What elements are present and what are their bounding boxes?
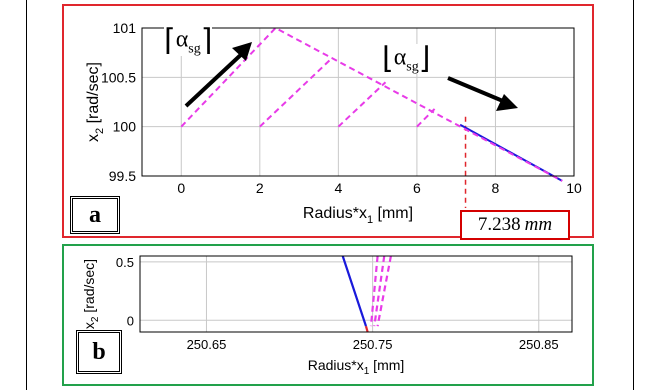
series-line-3 — [376, 255, 392, 327]
x-ticks-a: 0 2 4 6 8 10 — [177, 180, 582, 196]
y-tick-label: 101 — [113, 20, 137, 36]
series-line-1 — [369, 255, 379, 327]
plot-area-a — [141, 27, 575, 177]
series-line-4 — [416, 108, 436, 128]
panel-a-label: a — [70, 196, 120, 234]
y-tick-label: 100.5 — [101, 69, 136, 85]
chart-b: 250.65 250.75 250.85 00.5 Radius*x1 [mm] x… — [81, 255, 573, 377]
series-line-2 — [259, 56, 334, 128]
y-ticks-a: 99.5 100 100.5 101 — [101, 20, 136, 184]
panel-b: 250.65 250.75 250.85 0 0.5 Radius*x1 [mm] x… — [62, 244, 594, 386]
x-tick-label: 250.65 — [187, 337, 227, 352]
radius-callout: 7.238 mm — [460, 210, 570, 240]
x-tick-label: 6 — [413, 180, 421, 196]
y-ticks-b: 00.5 — [116, 255, 134, 328]
series-line-3 — [337, 81, 387, 128]
arrow-down-right — [447, 76, 511, 106]
y-tick-label: 99.5 — [109, 168, 136, 184]
x-tick-label: 250.85 — [519, 337, 559, 352]
alpha-sg-annotation-2: ⌊αsg⌋ — [382, 42, 431, 75]
x-tick-label: 10 — [566, 180, 582, 196]
panel-a: 0 2 4 6 8 10 99.5 100 100.5 101 Radius*x1 [mm] x… — [62, 4, 594, 240]
y-tick-label: 0.5 — [116, 255, 134, 270]
series-b — [341, 255, 392, 333]
y-axis-label-a: x2 [rad/sec] — [85, 62, 106, 142]
x-tick-label: 4 — [334, 180, 342, 196]
y-axis-label-b: x2 [rad/sec] — [81, 259, 101, 329]
x-axis-label-b: Radius*x1 [mm] — [308, 357, 405, 377]
x-tick-label: 0 — [177, 180, 185, 196]
y-tick-label: 100 — [113, 119, 137, 135]
right-border-line — [633, 0, 634, 390]
arrow-down-right-head — [496, 94, 518, 111]
x-tick-label: 2 — [256, 180, 264, 196]
arrows-a — [184, 42, 518, 111]
plot-area-b — [139, 255, 573, 333]
series-line-0 — [341, 255, 368, 327]
panel-b-label: b — [76, 330, 122, 374]
x-tick-label: 8 — [492, 180, 500, 196]
x-tick-label: 250.75 — [353, 337, 393, 352]
arrow-up-right-head — [232, 42, 252, 61]
series-line-4 — [364, 325, 369, 333]
series-line-2 — [373, 255, 386, 327]
arrow-up-right — [184, 48, 248, 108]
y-tick-label: 0 — [127, 313, 134, 328]
x-axis-label-a: Radius*x1 [mm] — [303, 205, 413, 226]
x-ticks-b: 250.65 250.75 250.85 — [187, 337, 559, 352]
chart-a: 0 2 4 6 8 10 99.5 100 100.5 101 Radius*x1 [mm] x… — [85, 20, 582, 226]
alpha-sg-annotation-1: ⌈αsg⌉ — [164, 24, 213, 57]
series-a — [180, 26, 563, 208]
series-line-1 — [180, 26, 563, 182]
left-border-line — [26, 0, 27, 390]
